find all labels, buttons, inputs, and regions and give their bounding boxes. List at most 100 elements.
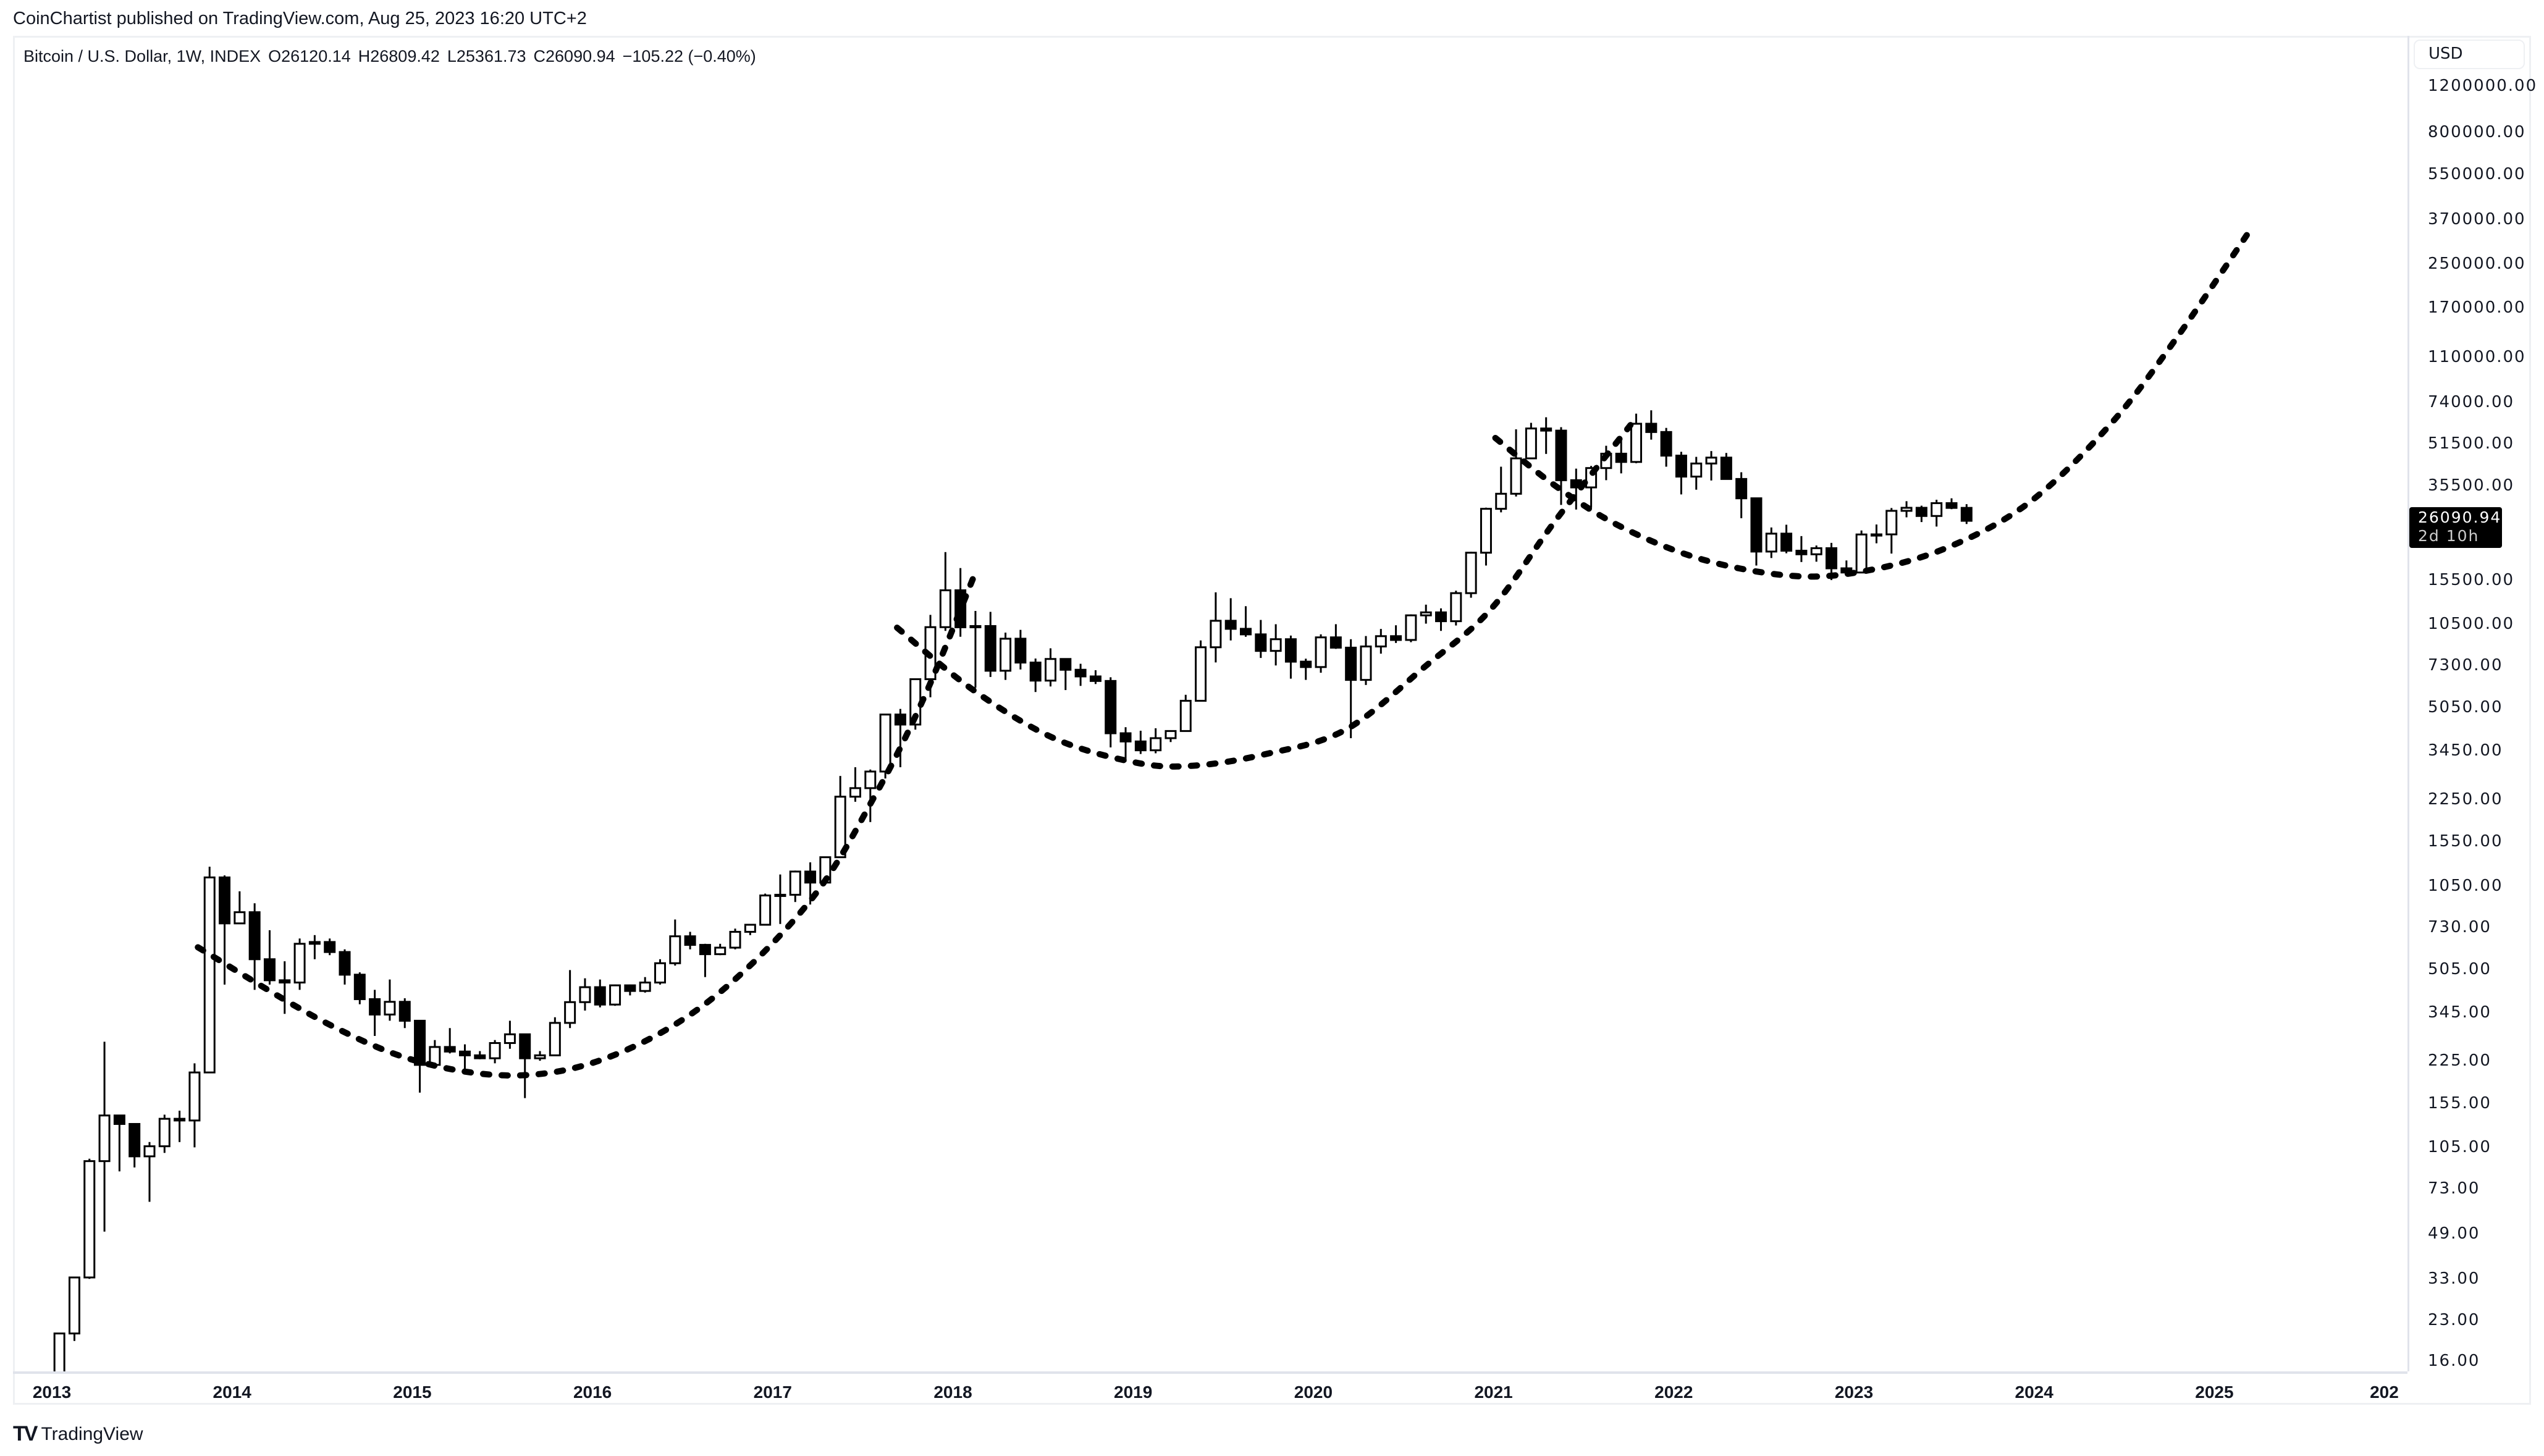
- price-plot[interactable]: [0, 0, 2407, 1371]
- candle-body: [1300, 660, 1312, 668]
- candle-body: [1105, 680, 1117, 734]
- candle-body: [219, 876, 231, 925]
- candle-body: [1150, 737, 1162, 752]
- legend-change: −105.22 (−0.40%): [622, 47, 756, 65]
- symbol-name: Bitcoin / U.S. Dollar, 1W, INDEX: [23, 47, 261, 65]
- candle-body: [1495, 492, 1507, 510]
- candle-body: [684, 935, 696, 946]
- candle-body: [639, 982, 651, 992]
- candle-body: [98, 1114, 111, 1163]
- candle-body: [1750, 497, 1763, 553]
- candle-body: [1675, 455, 1687, 478]
- symbol-legend: Bitcoin / U.S. Dollar, 1W, INDEX O26120.1…: [23, 47, 764, 66]
- candle-body: [1660, 431, 1672, 457]
- candle-body: [308, 941, 321, 945]
- candle-body: [984, 625, 996, 672]
- candle-body: [1826, 547, 1838, 570]
- candle-body: [669, 935, 681, 964]
- x-tick-label: 2019: [1114, 1382, 1153, 1402]
- candle-body: [1555, 429, 1567, 481]
- y-tick-label: 225.00: [2428, 1051, 2491, 1071]
- publish-info: CoinChartist published on TradingView.co…: [13, 9, 587, 28]
- y-tick-label: 23.00: [2428, 1310, 2480, 1329]
- candle-body: [1765, 532, 1777, 553]
- candle-body: [1795, 549, 1808, 555]
- candle-body: [609, 984, 621, 1006]
- candle-body: [128, 1122, 141, 1158]
- candle-body: [714, 946, 727, 956]
- x-tick-label: 2023: [1834, 1382, 1874, 1402]
- candle-body: [1089, 675, 1101, 682]
- candle-body: [143, 1145, 156, 1158]
- candle-body: [729, 930, 741, 949]
- legend-close: C26090.94: [533, 47, 615, 65]
- candle-body: [1615, 452, 1627, 463]
- candle-body: [1450, 592, 1462, 623]
- candle-body: [654, 962, 666, 984]
- legend-low: L25361.73: [447, 47, 526, 65]
- last-price: 26090.94: [2418, 508, 2502, 527]
- y-tick-label: 730.00: [2428, 917, 2491, 936]
- candle-body: [53, 1332, 65, 1371]
- candle-body: [1390, 635, 1402, 641]
- candle-body: [1345, 646, 1357, 681]
- candle-body: [458, 1050, 471, 1056]
- candle-body: [759, 894, 772, 926]
- y-tick-label: 33.00: [2428, 1269, 2480, 1289]
- candle-body: [1315, 636, 1327, 668]
- time-axis[interactable]: 2013 2014 2015 2016 2017 2018 2019 2020 2021 2022…: [13, 1371, 2407, 1406]
- candle-body: [1045, 658, 1057, 682]
- candle-body: [1705, 457, 1717, 465]
- candle-body: [1735, 478, 1748, 500]
- bar-countdown: 2d 10h: [2418, 527, 2480, 545]
- candle-body: [744, 924, 756, 933]
- candle-body: [444, 1046, 456, 1053]
- candle-body: [594, 986, 606, 1006]
- candle-body: [369, 998, 381, 1016]
- candle-body: [1645, 423, 1657, 433]
- candle-body: [353, 974, 366, 1000]
- candle-body: [1870, 533, 1882, 537]
- candle-body: [474, 1054, 486, 1059]
- candle-body: [248, 911, 261, 961]
- candle-body: [1000, 638, 1012, 672]
- y-tick-label: 35500.00: [2428, 476, 2515, 495]
- candle-body: [549, 1022, 561, 1056]
- y-tick-label: 155.00: [2428, 1093, 2491, 1113]
- dotted-trend-curve: [195, 576, 976, 1079]
- candle-body: [113, 1114, 125, 1125]
- candle-body: [1255, 633, 1267, 652]
- footer: TV TradingView: [13, 1422, 143, 1446]
- candle-body: [1931, 502, 1943, 517]
- candle-body: [579, 986, 591, 1003]
- candle-body: [534, 1054, 546, 1059]
- chart-frame: [13, 36, 2531, 1405]
- candle-body: [1014, 638, 1027, 664]
- y-tick-label: 800000.00: [2428, 122, 2526, 141]
- candle-body: [879, 713, 891, 773]
- candle-body: [293, 943, 306, 984]
- y-tick-label: 345.00: [2428, 1003, 2491, 1022]
- last-price-tag: 26090.94 2d 10h: [2409, 507, 2502, 549]
- tradingview-logo-icon: TV: [13, 1422, 38, 1445]
- candle-body: [774, 893, 786, 897]
- candle-body: [324, 941, 336, 953]
- x-tick-label: 2018: [933, 1382, 972, 1402]
- candle-body: [234, 911, 246, 925]
- candle-body: [1074, 668, 1087, 678]
- candle-body: [849, 787, 861, 798]
- y-tick-label: 250000.00: [2428, 255, 2526, 274]
- y-tick-label: 1550.00: [2428, 832, 2503, 851]
- candle-body: [339, 951, 351, 976]
- candle-body: [939, 589, 951, 628]
- candle-body: [1435, 611, 1447, 623]
- candle-body: [1525, 427, 1537, 460]
- legend-high: H26809.42: [358, 47, 440, 65]
- currency-button[interactable]: USD: [2414, 40, 2525, 69]
- candle-body: [1284, 638, 1297, 663]
- y-tick-label: 505.00: [2428, 959, 2491, 978]
- candle-body: [68, 1276, 80, 1335]
- price-axis[interactable]: 1200000.00 800000.00 550000.00 370000.00 250…: [2407, 36, 2536, 1371]
- candle-body: [398, 1001, 411, 1022]
- candle-body: [503, 1033, 516, 1044]
